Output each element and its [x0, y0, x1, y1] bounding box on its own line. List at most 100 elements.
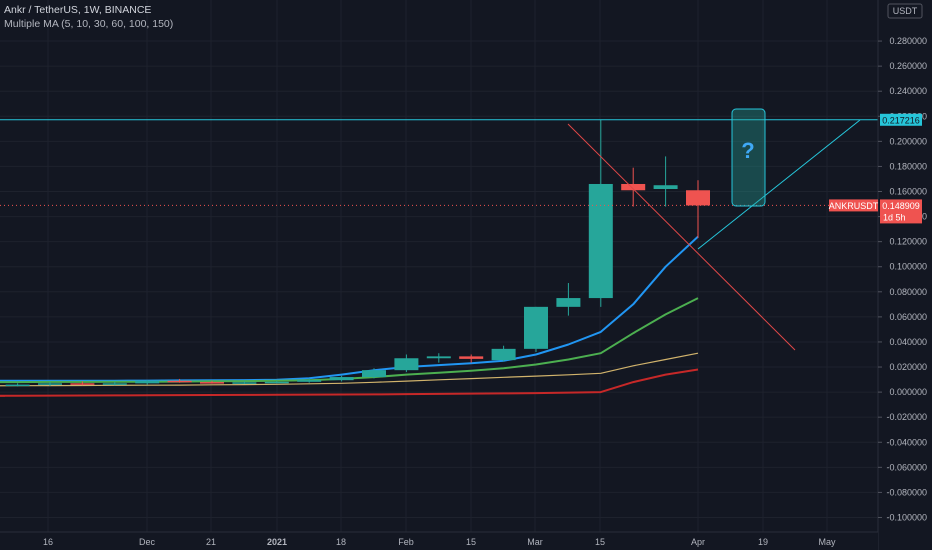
- currency-box: [887, 3, 923, 19]
- ma-line-ma10: [0, 297, 699, 384]
- price-tick-label: -0.040000: [886, 437, 927, 447]
- price-tick-label: 0.240000: [889, 86, 927, 96]
- ascending-trend-line: [697, 119, 861, 250]
- candle-body: [70, 383, 95, 385]
- time-tick-label: 21: [206, 537, 216, 547]
- candle-body: [491, 348, 516, 361]
- countdown-text: 1d 5h: [883, 212, 906, 222]
- candle-body: [588, 183, 613, 299]
- candle: [264, 380, 289, 384]
- candle: [459, 354, 484, 363]
- candle: [167, 378, 192, 383]
- price-value-badge: [880, 199, 922, 224]
- candle-body: [394, 358, 419, 371]
- candle-body: [5, 384, 30, 387]
- time-tick-label: 19: [758, 537, 768, 547]
- price-tick-label: 0.200000: [889, 136, 927, 146]
- candle-body: [459, 356, 484, 359]
- candle: [102, 382, 127, 386]
- resistance-value-badge: [880, 113, 922, 126]
- chart-legend: Ankr / TetherUS, 1W, BINANCE Multiple MA…: [4, 3, 173, 31]
- time-tick-label: 18: [336, 537, 346, 547]
- time-tick-label: 2021: [267, 537, 287, 547]
- candle-body: [686, 190, 710, 206]
- price-tick-label: 0.080000: [889, 287, 927, 297]
- ma-line-ma30: [0, 352, 699, 387]
- descending-trend-line: [567, 123, 796, 351]
- price-axis-bg: [878, 0, 932, 550]
- grid-lines: [0, 0, 878, 532]
- price-tick-label: 0.120000: [889, 237, 927, 247]
- time-tick-label: 15: [595, 537, 605, 547]
- candle-body: [426, 356, 451, 359]
- candle-body: [264, 381, 289, 384]
- price-tick-label: 0.040000: [889, 337, 927, 347]
- moving-averages: [0, 235, 699, 397]
- symbol-badge: [829, 199, 878, 212]
- candle: [524, 306, 548, 352]
- candle: [135, 380, 160, 385]
- time-tick-label: Feb: [398, 537, 414, 547]
- time-axis[interactable]: 16 Dec 21 2021 18 Feb 15 Mar 15 Apr 19 May: [0, 531, 878, 550]
- time-tick-label: Apr: [691, 537, 705, 547]
- candle: [556, 283, 581, 316]
- candle-body: [297, 380, 322, 382]
- price-tick-label: 0.000000: [889, 387, 927, 397]
- time-tick-label: Dec: [139, 537, 156, 547]
- price-tick-label: 0.260000: [889, 61, 927, 71]
- candle: [329, 375, 354, 382]
- time-tick-label: 15: [466, 537, 476, 547]
- candle-body: [621, 183, 646, 191]
- price-tick-label: -0.100000: [886, 512, 927, 522]
- candle-body: [362, 370, 386, 378]
- price-value-text: 0.148909: [882, 201, 920, 211]
- candle-body: [135, 380, 160, 384]
- price-tick-label: 0.280000: [889, 36, 927, 46]
- candle-body: [38, 383, 62, 385]
- candle-body: [653, 185, 678, 189]
- currency-label: USDT: [893, 6, 918, 16]
- candle: [200, 380, 224, 384]
- time-tick-label: Mar: [527, 537, 543, 547]
- candle-body: [200, 382, 224, 384]
- candle-body: [556, 298, 581, 307]
- candle-body: [102, 383, 127, 385]
- price-tick-label: 0.100000: [889, 262, 927, 272]
- candle: [70, 381, 95, 386]
- price-tick-label: -0.020000: [886, 412, 927, 422]
- candle: [653, 156, 678, 207]
- candle: [38, 382, 62, 386]
- price-tick-label: -0.060000: [886, 462, 927, 472]
- symbol-badge-text: ANKRUSDT: [829, 201, 879, 211]
- price-tick-label: -0.080000: [886, 487, 927, 497]
- candle: [297, 378, 322, 383]
- candle: [588, 120, 613, 307]
- indicator-title[interactable]: Multiple MA (5, 10, 30, 60, 100, 150): [4, 18, 174, 30]
- price-tick-label: 0.180000: [889, 161, 927, 171]
- time-tick-label: 16: [43, 537, 53, 547]
- price-tick-label: 0.160000: [889, 187, 927, 197]
- candle: [362, 368, 386, 379]
- candle: [5, 383, 30, 387]
- time-axis-bg: [0, 532, 878, 550]
- ma-line-ma60: [0, 368, 699, 397]
- candle: [426, 353, 451, 363]
- candle: [394, 354, 419, 373]
- symbol-title[interactable]: Ankr / TetherUS, 1W, BINANCE: [4, 4, 152, 16]
- candle-body: [167, 380, 192, 383]
- price-axis[interactable]: 0.2800000.2600000.2400000.2200000.200000…: [877, 0, 932, 550]
- ma-line-ma5: [0, 235, 699, 382]
- candlesticks: [5, 120, 710, 387]
- candle: [686, 180, 710, 238]
- resistance-value-text: 0.217216: [882, 115, 920, 125]
- candle-body: [329, 377, 354, 381]
- candle-body: [524, 306, 548, 349]
- trend-drawings: ?: [0, 108, 878, 351]
- candle: [491, 345, 516, 362]
- candle: [621, 167, 646, 207]
- time-tick-label: May: [818, 537, 836, 547]
- target-zone-box: [731, 108, 766, 207]
- price-tick-label: 0.020000: [889, 362, 927, 372]
